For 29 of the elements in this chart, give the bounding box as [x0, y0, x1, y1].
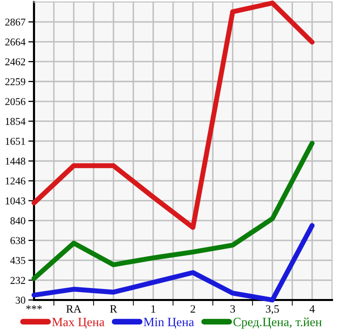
- legend-label: Min Цена: [144, 318, 194, 329]
- x-tick-label: 3: [230, 305, 236, 313]
- x-tick-label: RA: [66, 305, 82, 313]
- y-tick-label: 435: [10, 257, 26, 264]
- y-tick-label: 1043: [6, 197, 26, 204]
- x-tick-label: 2: [190, 305, 196, 313]
- y-tick-label: 1448: [6, 158, 26, 165]
- y-tick-label: 1246: [6, 178, 26, 185]
- y-tick-label: 2259: [5, 78, 26, 86]
- x-tick-label: 4: [310, 305, 315, 313]
- y-tick-label: 2462: [5, 58, 26, 66]
- y-tick-label: 2867: [5, 18, 26, 26]
- x-tick-label: ***: [26, 305, 42, 310]
- x-tick-label: 1: [151, 305, 156, 313]
- y-tick-label: 2664: [5, 38, 26, 46]
- legend-label: Max Цена: [52, 318, 104, 329]
- legend-label: Сред.Цена, т.йен: [233, 318, 322, 329]
- y-tick-label: 2056: [5, 98, 26, 106]
- y-tick-label: 1854: [6, 118, 26, 125]
- y-tick-label: 232: [10, 276, 26, 284]
- line-series: [32, 0, 315, 230]
- y-tick-label: 840: [10, 217, 26, 224]
- y-tick-label: 1651: [6, 138, 26, 145]
- x-tick-label: R: [110, 305, 118, 313]
- line-series: [32, 140, 315, 281]
- x-tick-label: 3,5: [266, 305, 279, 314]
- y-tick-label: 30: [16, 296, 26, 304]
- y-tick-label: 638: [10, 237, 26, 244]
- line-series: [32, 223, 315, 302]
